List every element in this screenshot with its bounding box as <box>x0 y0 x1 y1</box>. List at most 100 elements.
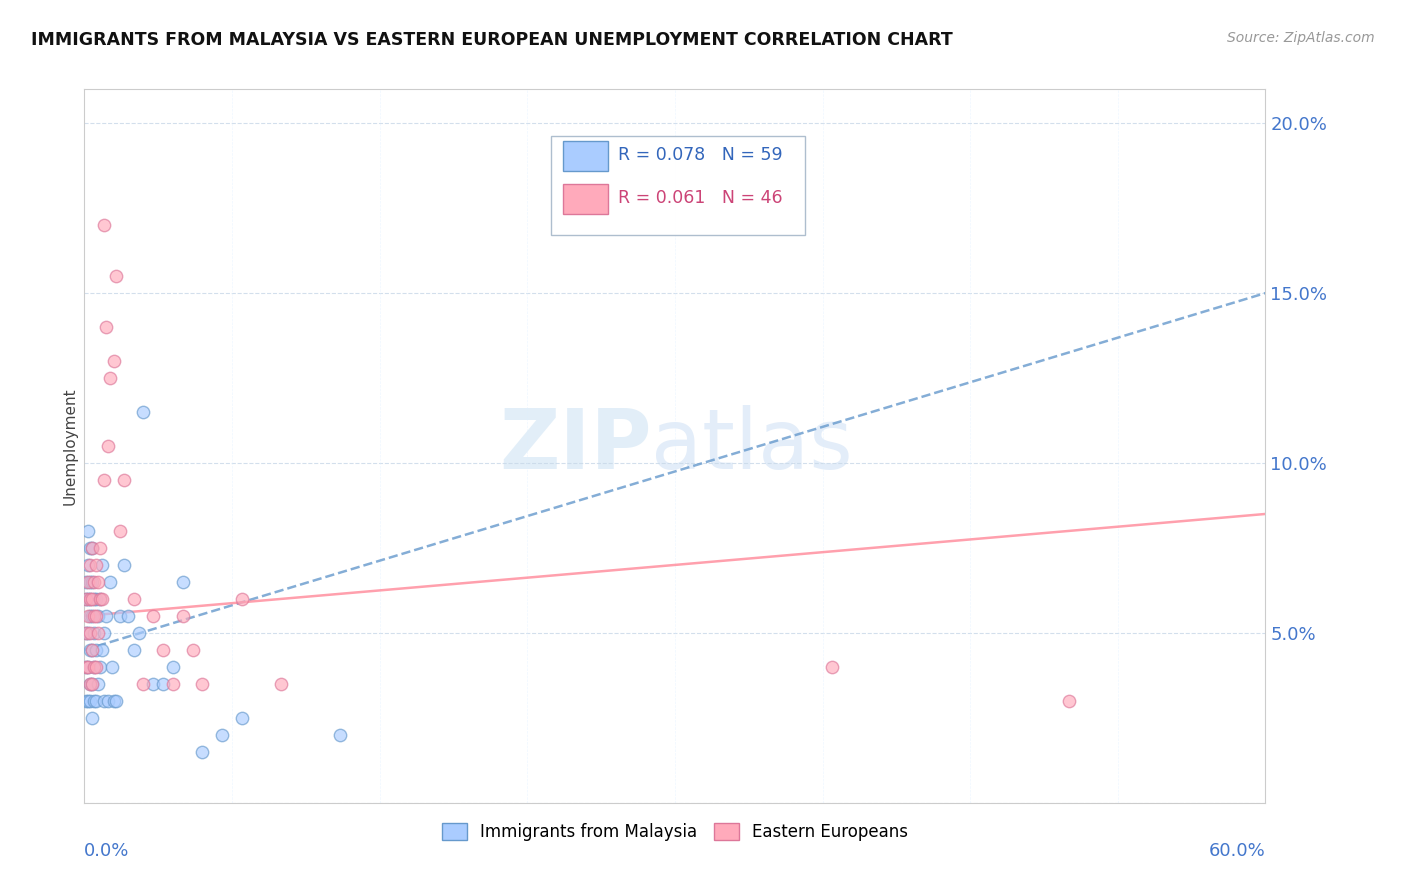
Point <box>329 728 352 742</box>
Point <box>82 711 104 725</box>
Point <box>122 643 145 657</box>
Text: atlas: atlas <box>651 406 853 486</box>
Point <box>83 660 105 674</box>
Point <box>231 591 253 606</box>
Point <box>93 694 115 708</box>
Point <box>98 574 121 589</box>
Point <box>93 218 115 232</box>
Point <box>84 694 107 708</box>
Point <box>108 524 131 538</box>
Point <box>191 677 214 691</box>
Point <box>104 694 127 708</box>
Point <box>101 660 124 674</box>
Text: Source: ZipAtlas.com: Source: ZipAtlas.com <box>1227 31 1375 45</box>
Point <box>79 626 101 640</box>
Point <box>91 558 114 572</box>
Point <box>87 574 110 589</box>
Point <box>152 643 174 657</box>
Point <box>172 574 194 589</box>
Point <box>79 694 101 708</box>
Point <box>75 591 97 606</box>
Point <box>84 643 107 657</box>
Point <box>231 711 253 725</box>
Point <box>117 608 139 623</box>
Point <box>91 591 114 606</box>
Point <box>821 660 844 674</box>
Point <box>89 591 111 606</box>
Point <box>83 694 105 708</box>
Point <box>132 677 155 691</box>
Point <box>77 660 100 674</box>
Point <box>82 591 104 606</box>
Point <box>75 626 97 640</box>
Point <box>84 558 107 572</box>
Point <box>83 591 105 606</box>
Point <box>93 626 115 640</box>
Point <box>82 541 104 555</box>
Point <box>75 574 97 589</box>
Point <box>79 541 101 555</box>
Point <box>79 608 101 623</box>
Legend: Immigrants from Malaysia, Eastern Europeans: Immigrants from Malaysia, Eastern Europe… <box>434 816 915 848</box>
Point <box>87 677 110 691</box>
Point <box>108 608 131 623</box>
Text: 0.0%: 0.0% <box>84 842 129 860</box>
Point <box>103 694 125 708</box>
Point <box>132 405 155 419</box>
Point <box>77 608 100 623</box>
Point <box>104 269 127 284</box>
FancyBboxPatch shape <box>562 141 607 171</box>
Point <box>142 677 165 691</box>
Point <box>87 626 110 640</box>
Point <box>77 591 100 606</box>
Y-axis label: Unemployment: Unemployment <box>62 387 77 505</box>
Point <box>75 694 97 708</box>
Point <box>191 745 214 759</box>
Point <box>93 473 115 487</box>
Point <box>77 558 100 572</box>
Point <box>211 728 233 742</box>
Point <box>75 660 97 674</box>
Point <box>128 626 150 640</box>
Point <box>94 320 117 334</box>
Point <box>83 574 105 589</box>
Point <box>89 660 111 674</box>
Point <box>87 608 110 623</box>
Point <box>77 626 100 640</box>
Point <box>112 558 135 572</box>
FancyBboxPatch shape <box>551 136 804 235</box>
Text: IMMIGRANTS FROM MALAYSIA VS EASTERN EUROPEAN UNEMPLOYMENT CORRELATION CHART: IMMIGRANTS FROM MALAYSIA VS EASTERN EURO… <box>31 31 953 49</box>
Point <box>152 677 174 691</box>
Point <box>91 643 114 657</box>
Point <box>270 677 292 691</box>
Point <box>77 660 100 674</box>
Point <box>79 643 101 657</box>
Point <box>84 660 107 674</box>
Point <box>162 660 184 674</box>
Point <box>82 643 104 657</box>
Point <box>79 558 101 572</box>
Point <box>98 371 121 385</box>
Text: ZIP: ZIP <box>499 406 651 486</box>
Point <box>82 541 104 555</box>
Point <box>82 643 104 657</box>
Point <box>75 591 97 606</box>
Point <box>84 608 107 623</box>
Point <box>82 677 104 691</box>
FancyBboxPatch shape <box>562 184 607 214</box>
Point <box>75 626 97 640</box>
Point <box>103 354 125 368</box>
Point <box>82 677 104 691</box>
Point <box>112 473 135 487</box>
Point <box>79 677 101 691</box>
Point <box>77 694 100 708</box>
Point <box>142 608 165 623</box>
Point <box>97 439 120 453</box>
Point <box>122 591 145 606</box>
Point <box>89 591 111 606</box>
Point <box>75 660 97 674</box>
Point <box>83 660 105 674</box>
Point <box>77 524 100 538</box>
Point <box>1057 694 1080 708</box>
Point <box>162 677 184 691</box>
